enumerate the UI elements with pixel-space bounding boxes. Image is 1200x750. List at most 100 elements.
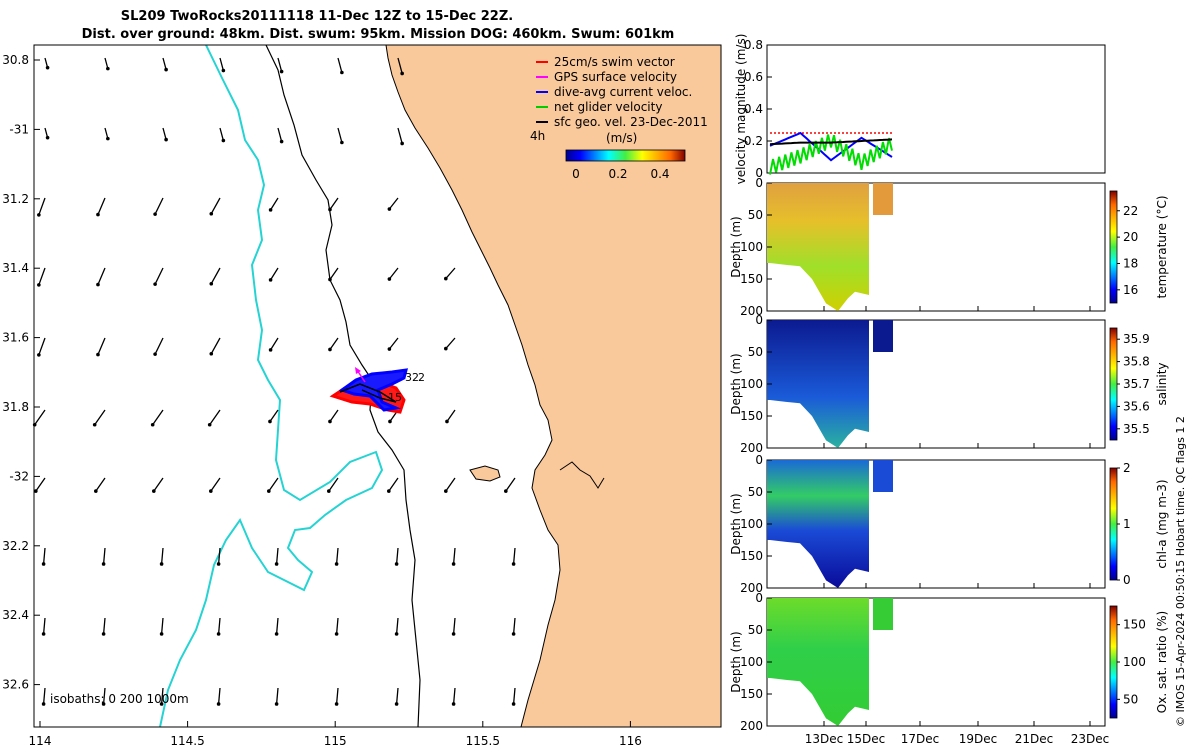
geo-arrowhead [268, 348, 273, 352]
geo-arrowhead [328, 419, 332, 424]
map-x-tick-label: 114.5 [170, 734, 204, 748]
geo-arrowhead [221, 68, 226, 73]
gps-surface-arrowhead [355, 367, 361, 374]
legend-entry: sfc geo. vel. 23-Dec-2011 [554, 115, 708, 129]
geo-arrowhead [152, 489, 156, 493]
section-y-tick-label: 150 [740, 272, 763, 286]
map-y-tick-label: 31.6 [2, 331, 29, 345]
track-annotation-2: 2 [418, 371, 425, 384]
section-data-block [873, 320, 893, 352]
geo-arrow [162, 127, 167, 140]
geo-arrowhead [94, 489, 98, 493]
geo-arrow [395, 547, 399, 564]
velocity-series-line [769, 138, 893, 146]
geo-arrow [153, 477, 164, 492]
velocity-y-tick-label: 0.4 [744, 102, 763, 116]
geo-arrowhead [274, 702, 279, 706]
geo-arrowhead [394, 562, 399, 566]
geo-arrowhead [387, 207, 392, 211]
map-y-tick-label: -31 [9, 122, 29, 136]
geo-arrowhead [334, 562, 339, 566]
geo-arrowhead [340, 140, 344, 145]
geo-arrow [38, 197, 46, 216]
map-y-tick-label: 32.6 [2, 678, 29, 692]
geo-arrow [395, 687, 399, 704]
geo-arrowhead [511, 702, 516, 706]
geo-arrow [154, 267, 164, 285]
geo-arrowhead [92, 422, 97, 427]
geo-arrow [335, 617, 339, 634]
legend-entry: net glider velocity [554, 100, 662, 114]
geo-arrow [452, 687, 456, 704]
section-y-tick-label: 200 [740, 441, 763, 455]
geo-arrowhead [101, 702, 106, 706]
geo-arrow [335, 687, 339, 704]
colorbar-unit-label: (m/s) [606, 131, 637, 145]
geo-arrowhead [216, 632, 221, 636]
colorbar-tick-label: 100 [1123, 655, 1146, 669]
colorbar-tick-label: 35.8 [1123, 355, 1150, 369]
colorbar-label: temperature (°C) [1155, 196, 1169, 299]
time-tick-label: 21Dec [1015, 732, 1054, 746]
geo-arrow [512, 617, 516, 634]
geo-arrowhead [504, 489, 508, 493]
geo-arrowhead [209, 211, 214, 216]
geo-arrow [329, 197, 339, 210]
geo-arrow [397, 127, 403, 144]
geo-arrow [210, 337, 221, 355]
time-tick-label: 19Dec [959, 732, 998, 746]
geo-arrow [388, 267, 399, 280]
colorbar-tick-label: 2 [1123, 461, 1131, 475]
section-colorbar [1109, 467, 1118, 581]
velocity-y-tick-label: 0.2 [744, 134, 763, 148]
isobath-label: isobaths: 0 200 1000m [50, 692, 189, 706]
geo-arrow [512, 687, 516, 704]
geo-arrowhead [451, 702, 456, 706]
geo-arrow [38, 337, 46, 356]
geo-arrowhead [268, 278, 273, 282]
geo-arrow [328, 477, 339, 492]
geo-arrowhead [400, 141, 404, 146]
geo-arrowhead [209, 489, 213, 493]
geo-arrow [160, 617, 164, 634]
colorbar-tick-label: 35.7 [1123, 377, 1150, 391]
section-y-tick-label: 200 [740, 719, 763, 733]
geo-arrowhead [268, 208, 273, 212]
colorbar-tick-label: 20 [1123, 230, 1138, 244]
geo-arrowhead [511, 562, 516, 566]
geo-arrowhead [153, 352, 157, 356]
colorbar-label: salinity [1155, 362, 1169, 405]
section-y-tick-label: 0 [755, 453, 763, 467]
geo-arrow [337, 127, 343, 143]
net-glider-track [339, 383, 397, 403]
geo-arrowhead [274, 632, 279, 636]
geo-arrow [152, 409, 164, 426]
velocity-y-ticks: 0 0.2 0.4 0.6 0.8 [744, 38, 772, 180]
geo-arrow [209, 409, 221, 426]
map-y-tick-label: 31.2 [2, 192, 29, 206]
velocity-y-tick-label: 0 [755, 166, 763, 180]
legend-entry: dive-avg current veloc. [554, 85, 692, 99]
geo-arrowhead [388, 419, 392, 424]
map-x-ticks: 114 114.5 115 115.5 116 [29, 721, 642, 748]
colorbar-tick-label: 0.2 [608, 167, 627, 181]
section-y-tick-label: 100 [740, 517, 763, 531]
velocity-ylabel: velocity magnitude (m/s) [734, 34, 748, 185]
section-y-tick-label: 0 [755, 591, 763, 605]
geo-arrow [97, 337, 106, 355]
velocity-panel: 0 0.2 0.4 0.6 0.8 velocity magnitude (m/s) [734, 34, 1106, 185]
geo-arrowhead [96, 282, 100, 287]
geo-arrowhead [444, 276, 448, 281]
speed-colorbar [565, 149, 686, 162]
map-y-ticks: 30.8 -31 31.2 31.4 31.6 31.8 -32 32.2 32.4 32.6 [2, 53, 40, 692]
title-line-2: Dist. over ground: 48km. Dist. swum: 95k… [82, 27, 675, 42]
geo-arrowhead [164, 67, 168, 72]
geo-arrowhead [159, 632, 164, 636]
geo-arrow [270, 197, 279, 211]
geo-arrow [34, 409, 46, 426]
geo-arrowhead [159, 562, 164, 566]
geo-arrow [97, 197, 106, 215]
time-tick-label: 13Dec [805, 732, 844, 746]
geo-arrow [445, 337, 456, 349]
